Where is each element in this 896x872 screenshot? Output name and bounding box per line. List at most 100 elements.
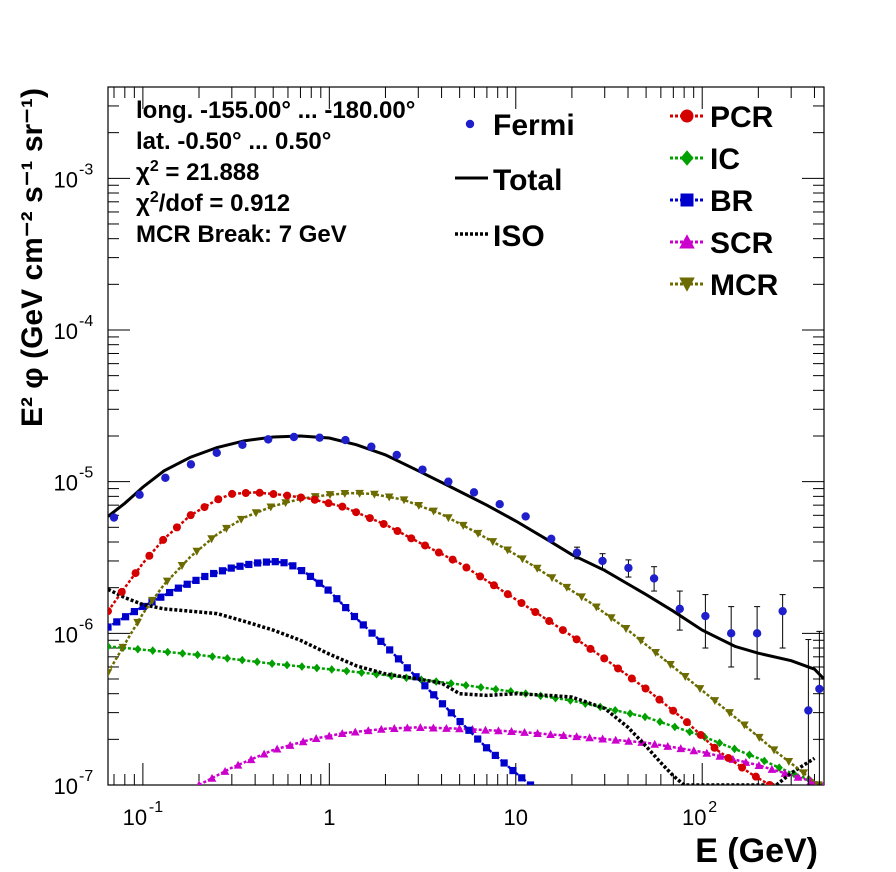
marker-pcr: [738, 763, 747, 772]
legend-label: ISO: [493, 220, 545, 253]
marker-pcr: [324, 499, 333, 508]
fermi-point: [212, 448, 221, 457]
fermi-point: [624, 559, 633, 578]
fermi-point: [186, 460, 196, 469]
marker-pcr: [586, 644, 595, 653]
fermi-point: [238, 440, 247, 449]
marker-ic: [313, 663, 321, 673]
fermi-point: [161, 473, 170, 483]
legend-entry-iso: ISO: [455, 220, 545, 253]
marker-scr: [546, 730, 555, 739]
legend-label: MCR: [710, 269, 779, 302]
legend-label: Total: [493, 164, 562, 197]
marker-mcr: [281, 499, 290, 508]
fermi-marker: [649, 574, 659, 583]
marker-pcr: [641, 684, 650, 693]
marker-br: [174, 584, 183, 592]
legend-entry-total: Total: [455, 164, 562, 197]
marker-br: [157, 593, 165, 601]
marker-br: [183, 580, 191, 588]
marker-pcr: [283, 491, 292, 500]
marker-ic: [134, 644, 142, 654]
marker-mcr: [680, 673, 690, 681]
marker-ic: [193, 650, 202, 660]
marker-mcr: [621, 625, 631, 633]
y-tick-exp: -5: [79, 465, 93, 482]
marker-pcr: [352, 508, 361, 517]
y-tick-exp: -6: [79, 616, 93, 633]
marker-mcr: [399, 496, 409, 505]
fermi-marker: [752, 629, 762, 638]
marker-ic: [760, 756, 768, 766]
fermi-marker: [815, 684, 824, 694]
legend-marker: [680, 109, 694, 123]
marker-pcr: [710, 743, 719, 752]
fermi-point: [289, 432, 299, 442]
legend-label: BR: [710, 185, 754, 218]
fermi-marker: [135, 490, 144, 499]
marker-mcr: [222, 524, 231, 533]
fermi-point: [726, 606, 736, 668]
marker-br: [210, 569, 218, 578]
marker-ic: [686, 727, 694, 737]
marker-scr: [767, 765, 777, 773]
marker-pcr: [172, 523, 181, 532]
fermi-marker: [315, 433, 324, 442]
marker-mcr: [784, 757, 794, 766]
marker-mcr: [562, 583, 572, 592]
marker-pcr: [724, 753, 733, 762]
marker-pcr: [765, 781, 774, 785]
legend-entry-ic: IC: [670, 143, 740, 176]
fermi-point: [521, 512, 530, 521]
marker-ic: [775, 763, 783, 772]
series-line-total: [108, 434, 824, 681]
marker-scr: [689, 746, 699, 755]
marker-mcr: [236, 515, 246, 524]
fermi-point: [675, 590, 684, 631]
marker-mcr: [458, 521, 468, 530]
fermi-marker: [675, 604, 684, 614]
marker-pcr: [228, 489, 237, 498]
marker-mcr: [740, 721, 749, 730]
x-tick-labels: 10 -1 1 10 10 2: [123, 799, 718, 830]
y-tick-base: 10: [54, 471, 78, 496]
info-value: = 21.888: [159, 159, 260, 186]
fermi-point: [804, 639, 813, 785]
series-ic: [108, 642, 824, 785]
fermi-point: [495, 500, 504, 509]
fermi-point: [752, 606, 762, 680]
fermi-point: [109, 513, 119, 522]
marker-pcr: [669, 706, 678, 715]
y-tick-label: 10 -6: [54, 616, 94, 647]
y-tick-exp: -7: [79, 768, 93, 785]
marker-pcr: [545, 617, 554, 626]
marker-br: [377, 637, 385, 645]
marker-scr: [702, 748, 712, 757]
marker-mcr: [118, 643, 128, 652]
fermi-marker: [572, 548, 582, 557]
marker-pcr: [462, 563, 471, 572]
marker-br: [324, 586, 332, 594]
fermi-marker: [212, 448, 221, 457]
marker-br: [315, 579, 323, 587]
marker-mcr: [725, 709, 734, 718]
marker-ic: [462, 681, 470, 690]
marker-ic: [492, 685, 500, 694]
info-line: long. -155.00° ... -180.00°: [136, 97, 415, 124]
legend-marker: [465, 119, 475, 129]
legend-entry-pcr: PCR: [670, 101, 774, 134]
marker-br: [333, 595, 341, 603]
marker-scr: [416, 723, 425, 732]
marker-mcr: [162, 577, 172, 586]
fermi-point: [778, 594, 787, 649]
marker-mcr: [192, 547, 202, 556]
marker-mcr: [651, 648, 660, 657]
y-tick-base: 10: [54, 774, 78, 799]
marker-mcr: [592, 603, 601, 612]
marker-pcr: [751, 772, 760, 781]
marker-mcr: [577, 593, 586, 602]
marker-br: [518, 774, 526, 782]
x-tick-label: 10 -1: [123, 799, 164, 830]
marker-br: [139, 602, 147, 611]
marker-ic: [551, 693, 560, 703]
